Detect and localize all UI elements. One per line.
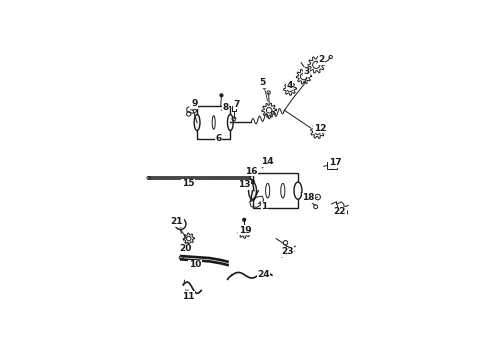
Text: 19: 19 [239,226,251,235]
Text: 7: 7 [234,100,240,109]
Ellipse shape [294,182,302,199]
Text: 23: 23 [281,247,294,256]
Text: 10: 10 [189,261,201,269]
Text: 3: 3 [303,67,310,76]
Text: 22: 22 [334,207,346,216]
Text: 2: 2 [318,55,325,64]
Text: 8: 8 [222,103,228,112]
Text: 24: 24 [257,270,270,279]
Bar [327,162,337,169]
Text: 6: 6 [215,134,221,143]
Text: 11: 11 [182,292,194,301]
Text: 18: 18 [302,193,315,202]
Text: 20: 20 [179,244,191,253]
Text: 17: 17 [329,158,342,167]
Text: 12: 12 [314,124,326,133]
Ellipse shape [248,182,256,199]
Text: 5: 5 [259,78,266,87]
Text: 1: 1 [261,202,268,211]
Ellipse shape [179,256,183,260]
Text: 9: 9 [191,99,197,108]
Text: 15: 15 [182,179,194,188]
Text: 13: 13 [238,180,251,189]
Text: 16: 16 [245,167,257,176]
Bar [197,107,230,139]
Bar [252,174,298,208]
Text: 21: 21 [171,217,183,226]
Circle shape [220,94,223,97]
Circle shape [251,171,254,174]
Ellipse shape [194,114,200,131]
Circle shape [243,219,245,221]
Text: 14: 14 [261,157,273,166]
Text: 4: 4 [286,81,293,90]
Ellipse shape [227,114,233,131]
